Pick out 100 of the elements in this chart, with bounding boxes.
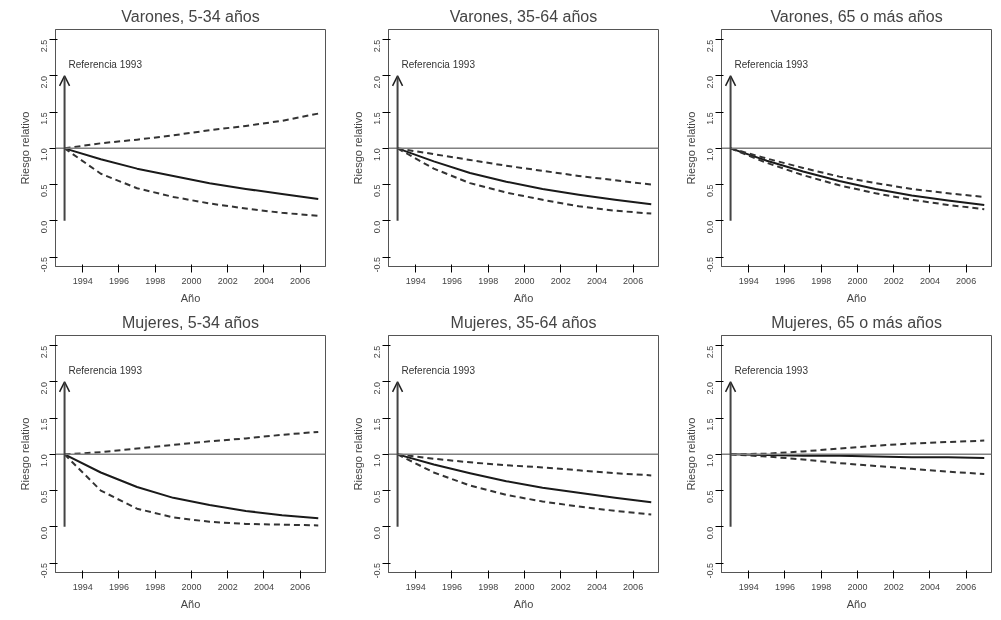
y-tick-label: -0.5 [39, 563, 50, 579]
x-tick-label: 2006 [290, 275, 311, 286]
x-tick-label: 2000 [514, 275, 535, 286]
x-tick-label: 1996 [108, 581, 129, 592]
y-axis-title: Riesgo relativo [18, 417, 31, 491]
y-tick-label: 0.5 [705, 184, 716, 198]
y-tick-label: 0.5 [372, 184, 383, 198]
x-tick-label: 2002 [883, 581, 904, 592]
y-axis-title: Riesgo relativo [684, 417, 697, 491]
x-tick-label: 2002 [217, 581, 238, 592]
x-axis-title: Año [180, 291, 201, 304]
x-tick-label: 1994 [405, 581, 426, 592]
x-tick-label: 2004 [253, 275, 274, 286]
y-tick-label: 1.5 [372, 418, 383, 431]
y-tick-label: 2.0 [39, 75, 50, 89]
chart-title: Mujeres, 35-64 años [450, 313, 597, 331]
x-tick-label: 1994 [738, 581, 759, 592]
chart-title: Varones, 65 o más años [770, 7, 943, 25]
x-tick-label: 1996 [774, 275, 795, 286]
y-tick-label: 1.5 [705, 418, 716, 431]
x-tick-label: 2004 [586, 275, 607, 286]
x-tick-label: 2000 [181, 581, 202, 592]
y-tick-label: -0.5 [705, 257, 716, 273]
x-tick-label: 2002 [883, 275, 904, 286]
x-tick-label: 1994 [72, 581, 93, 592]
y-tick-label: 1.0 [372, 454, 383, 467]
y-axis-title: Riesgo relativo [351, 417, 364, 491]
x-tick-label: 1996 [774, 581, 795, 592]
x-tick-label: 2004 [253, 581, 274, 592]
x-tick-label: 1996 [108, 275, 129, 286]
x-tick-label: 1996 [441, 581, 462, 592]
y-tick-label: 1.0 [705, 148, 716, 161]
y-tick-label: 1.0 [705, 454, 716, 467]
x-tick-label: 1994 [72, 275, 93, 286]
annotation: Referencia 1993 [734, 364, 809, 376]
y-tick-label: -0.5 [372, 563, 383, 579]
annotation: Referencia 1993 [68, 58, 143, 70]
annotation: Referencia 1993 [734, 58, 809, 70]
y-tick-label: 1.5 [705, 112, 716, 125]
chart-title: Varones, 35-64 años [449, 7, 598, 25]
y-tick-label: 2.0 [705, 381, 716, 395]
y-tick-label: 2.5 [372, 345, 383, 359]
x-tick-label: 1996 [441, 275, 462, 286]
x-tick-label: 2000 [847, 275, 868, 286]
y-axis-title: Riesgo relativo [684, 111, 697, 185]
y-tick-label: -0.5 [372, 257, 383, 273]
y-tick-label: 1.0 [39, 148, 50, 161]
y-tick-label: 2.5 [705, 39, 716, 53]
x-axis-title: Año [846, 597, 867, 610]
y-tick-label: 2.0 [705, 75, 716, 89]
x-tick-label: 1998 [145, 581, 166, 592]
y-tick-label: -0.5 [39, 257, 50, 273]
y-tick-label: 0.5 [705, 490, 716, 504]
y-tick-label: 1.0 [372, 148, 383, 161]
x-tick-label: 2006 [623, 275, 644, 286]
annotation: Referencia 1993 [401, 364, 476, 376]
y-tick-label: 2.0 [372, 381, 383, 395]
y-tick-label: 2.5 [39, 39, 50, 53]
y-tick-label: 0.0 [39, 220, 50, 234]
y-tick-label: 0.5 [39, 490, 50, 504]
x-axis-title: Año [180, 597, 201, 610]
y-tick-label: 2.5 [705, 345, 716, 359]
x-tick-label: 1998 [145, 275, 166, 286]
x-tick-label: 1998 [811, 275, 832, 286]
x-tick-label: 2002 [550, 581, 571, 592]
y-tick-label: 0.0 [372, 220, 383, 234]
y-tick-label: 1.5 [39, 112, 50, 125]
y-tick-label: 0.5 [39, 184, 50, 198]
x-tick-label: 2006 [290, 581, 311, 592]
y-tick-label: 2.0 [39, 381, 50, 395]
x-tick-label: 2006 [956, 581, 977, 592]
x-tick-label: 2004 [919, 275, 940, 286]
x-axis-title: Año [513, 291, 534, 304]
chart-title: Varones, 5-34 años [121, 7, 260, 25]
y-axis-title: Riesgo relativo [18, 111, 31, 185]
x-tick-label: 2002 [217, 275, 238, 286]
x-tick-label: 2000 [847, 581, 868, 592]
x-axis-title: Año [846, 291, 867, 304]
annotation: Referencia 1993 [401, 58, 476, 70]
y-tick-label: -0.5 [705, 563, 716, 579]
y-axis-title: Riesgo relativo [351, 111, 364, 185]
y-tick-label: 0.0 [39, 526, 50, 540]
x-tick-label: 2000 [181, 275, 202, 286]
x-tick-label: 1998 [478, 275, 499, 286]
x-tick-label: 2006 [956, 275, 977, 286]
y-tick-label: 0.5 [372, 490, 383, 504]
y-tick-label: 2.5 [39, 345, 50, 359]
x-tick-label: 1994 [738, 275, 759, 286]
y-tick-label: 2.5 [372, 39, 383, 53]
x-tick-label: 1998 [811, 581, 832, 592]
y-tick-label: 1.5 [39, 418, 50, 431]
x-tick-label: 2000 [514, 581, 535, 592]
annotation: Referencia 1993 [68, 364, 143, 376]
y-tick-label: 0.0 [372, 526, 383, 540]
x-axis-title: Año [513, 597, 534, 610]
x-tick-label: 1998 [478, 581, 499, 592]
x-tick-label: 2006 [623, 581, 644, 592]
y-tick-label: 2.0 [372, 75, 383, 89]
y-tick-label: 1.0 [39, 454, 50, 467]
x-tick-label: 2004 [586, 581, 607, 592]
